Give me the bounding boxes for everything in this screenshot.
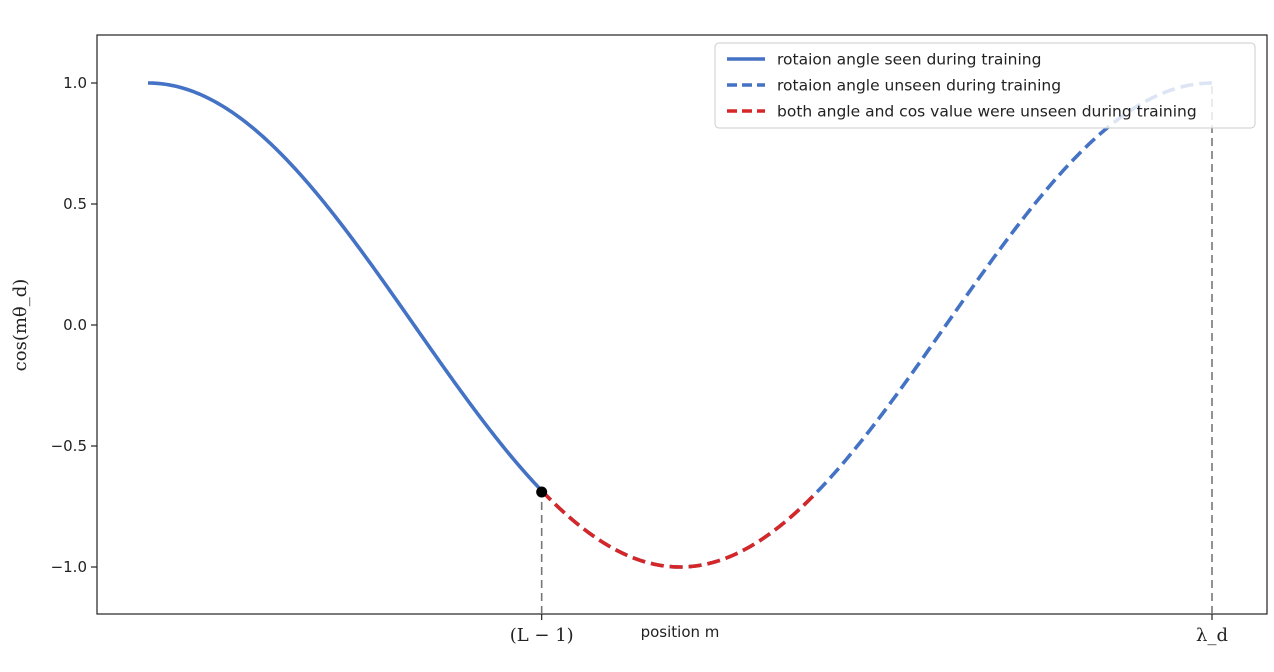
marker-layer — [536, 486, 548, 498]
legend-box — [714, 42, 1256, 129]
series-both-unseen-line — [540, 489, 815, 569]
x-axis: (L − 1) λ_d — [510, 614, 1228, 646]
legend-label: rotaion angle seen during training — [777, 51, 1041, 69]
y-axis: 1.0 0.5 0.0 −0.5 −1.0 — [51, 74, 97, 576]
reference-lines — [540, 83, 1213, 614]
y-tick-label: −1.0 — [51, 558, 87, 576]
x-tick-label: (L − 1) — [510, 625, 574, 646]
legend: rotaion angle seen during training rotaio… — [714, 42, 1256, 129]
y-tick-label: 0.0 — [63, 316, 87, 334]
y-tick-label: 0.5 — [63, 195, 87, 213]
legend-entry-both-unseen: both angle and cos value were unseen dur… — [727, 103, 1197, 121]
y-tick-label: 1.0 — [63, 74, 87, 92]
series-layer — [147, 81, 1213, 569]
legend-entry-seen: rotaion angle seen during training — [727, 51, 1041, 69]
x-axis-title: position m — [641, 623, 720, 641]
plot-area — [96, 34, 1268, 615]
series-seen-line — [147, 81, 543, 492]
y-tick-label: −0.5 — [51, 437, 87, 455]
legend-entry-unseen: rotaion angle unseen during training — [727, 77, 1061, 95]
transition-marker — [536, 486, 548, 498]
x-tick-label: λ_d — [1196, 625, 1228, 646]
legend-label: both angle and cos value were unseen dur… — [777, 103, 1197, 121]
y-axis-title: cos(mθ_d) — [10, 279, 31, 372]
legend-label: rotaion angle unseen during training — [777, 77, 1061, 95]
